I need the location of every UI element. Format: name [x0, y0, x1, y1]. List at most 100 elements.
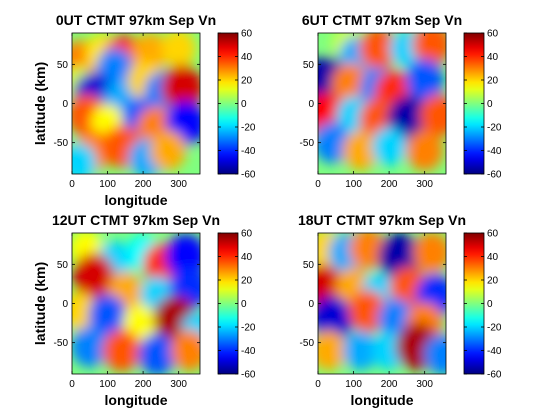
colorbar-tick-label: -40 — [241, 346, 256, 357]
heatmap-cell — [349, 233, 387, 270]
heatmap-cell — [72, 142, 97, 174]
heatmap-cell — [359, 33, 398, 70]
heatmap-cell — [371, 127, 407, 166]
panel-0ut: 0UT CTMT 97km Sep Vn latitude (km) longi… — [32, 12, 256, 208]
x-tick-label: 0 — [315, 179, 321, 190]
heatmap-cell — [88, 294, 127, 337]
colorbar-tick-label: 20 — [241, 276, 253, 287]
x-tick-label: 0 — [315, 379, 321, 390]
colorbar-tick-label: 40 — [241, 252, 253, 263]
heatmap-cell — [342, 130, 379, 171]
y-axis-label: latitude (km) — [32, 262, 48, 345]
heatmap-field — [318, 233, 446, 374]
heatmap-field — [72, 233, 200, 374]
x-tick-label: 0 — [69, 379, 75, 390]
colorbar-tick-label: 60 — [487, 229, 499, 240]
x-tick-label: 200 — [381, 179, 398, 190]
x-tick-label: 100 — [99, 179, 116, 190]
colorbar-tick-label: -20 — [487, 323, 502, 334]
x-tick-label: 100 — [345, 379, 362, 390]
x-tick-label: 200 — [135, 179, 152, 190]
colorbar-tick-label: -60 — [241, 170, 256, 181]
y-tick-label: 0 — [62, 299, 68, 310]
colorbar-tick-label: 40 — [241, 52, 253, 63]
colorbar-tick-label: 0 — [487, 299, 493, 310]
colorbar-tick-label: 0 — [241, 299, 247, 310]
x-axis-label: longitude — [105, 192, 168, 208]
colorbar-tick-label: -40 — [487, 146, 502, 157]
y-axis-label: latitude (km) — [32, 62, 48, 145]
chart-title: 0UT CTMT 97km Sep Vn — [56, 12, 216, 28]
y-tick-label: 0 — [308, 99, 314, 110]
x-tick-label: 300 — [416, 179, 433, 190]
heatmap-cell — [419, 94, 446, 137]
heatmap-cell — [342, 330, 379, 371]
y-tick-label: -50 — [300, 338, 315, 349]
chart-title: 18UT CTMT 97km Sep Vn — [298, 212, 466, 228]
heatmap-field — [72, 33, 200, 174]
heatmap-cells — [72, 33, 200, 174]
heatmap-field — [318, 33, 446, 174]
x-tick-label: 300 — [416, 379, 433, 390]
heatmap-cell — [423, 333, 446, 374]
heatmap-cell — [150, 130, 186, 171]
y-tick-label: 50 — [57, 260, 69, 271]
colorbar-tick-label: 40 — [487, 252, 499, 263]
y-tick-label: 50 — [57, 60, 69, 71]
x-tick-label: 200 — [381, 379, 398, 390]
heatmap-cell — [161, 33, 197, 69]
y-tick-label: 0 — [62, 99, 68, 110]
colorbar-tick-label: 60 — [241, 229, 253, 240]
y-tick-label: -50 — [300, 138, 315, 149]
colorbar-tick-label: -60 — [241, 370, 256, 381]
heatmap-cell — [72, 325, 109, 368]
colorbar-tick-label: -20 — [241, 323, 256, 334]
x-axis-label: longitude — [351, 392, 414, 408]
x-tick-label: 100 — [345, 179, 362, 190]
colorbar-tick-label: 20 — [487, 76, 499, 87]
colorbar-tick-label: 40 — [487, 52, 499, 63]
heatmap-cell — [406, 129, 444, 172]
colorbar-tick-label: 0 — [487, 99, 493, 110]
colorbar-tick-label: 60 — [241, 29, 253, 40]
colorbar-tick-label: 60 — [487, 29, 499, 40]
heatmap-cell — [405, 58, 444, 102]
y-tick-label: -50 — [54, 138, 69, 149]
y-tick-label: 50 — [303, 260, 315, 271]
x-tick-label: 100 — [99, 379, 116, 390]
heatmap-cell — [170, 329, 200, 372]
heatmap-cells — [318, 33, 446, 172]
y-tick-label: 0 — [308, 299, 314, 310]
heatmap-cell — [138, 333, 177, 374]
heatmap-cell — [161, 64, 200, 111]
colorbar-tick-label: -40 — [487, 346, 502, 357]
colorbar-tick-label: -20 — [241, 123, 256, 134]
heatmap-cell — [331, 63, 369, 105]
heatmap-cells — [318, 233, 446, 374]
colorbar-tick-label: 20 — [241, 76, 253, 87]
heatmap-cell — [318, 122, 351, 164]
panel-6ut: 6UT CTMT 97km Sep Vn 0 100 200 300-50050604… — [300, 12, 502, 190]
colorbar-tick-label: -60 — [487, 170, 502, 181]
heatmap-cell — [102, 329, 141, 372]
y-tick-label: 50 — [303, 60, 315, 71]
x-tick-label: 200 — [135, 379, 152, 390]
colorbar-tick-label: -20 — [487, 123, 502, 134]
colorbar-tick-label: -40 — [241, 146, 256, 157]
panel-12ut: 12UT CTMT 97km Sep Vn latitude (km) long… — [32, 212, 256, 408]
x-axis-label: longitude — [105, 392, 168, 408]
chart-title: 12UT CTMT 97km Sep Vn — [52, 212, 220, 228]
x-tick-label: 300 — [170, 179, 187, 190]
heatmap-cells — [72, 233, 200, 374]
y-tick-label: -50 — [54, 338, 69, 349]
x-tick-label: 0 — [69, 179, 75, 190]
heatmap-cell — [348, 290, 387, 333]
heatmap-cell — [72, 253, 115, 300]
colorbar-tick-label: -60 — [487, 370, 502, 381]
heatmap-cell — [318, 330, 347, 371]
panel-18ut: 18UT CTMT 97km Sep Vn longitude 0 100 200 3… — [298, 212, 502, 408]
x-tick-label: 300 — [170, 379, 187, 390]
heatmap-cell — [412, 33, 446, 66]
chart-title: 6UT CTMT 97km Sep Vn — [302, 12, 462, 28]
